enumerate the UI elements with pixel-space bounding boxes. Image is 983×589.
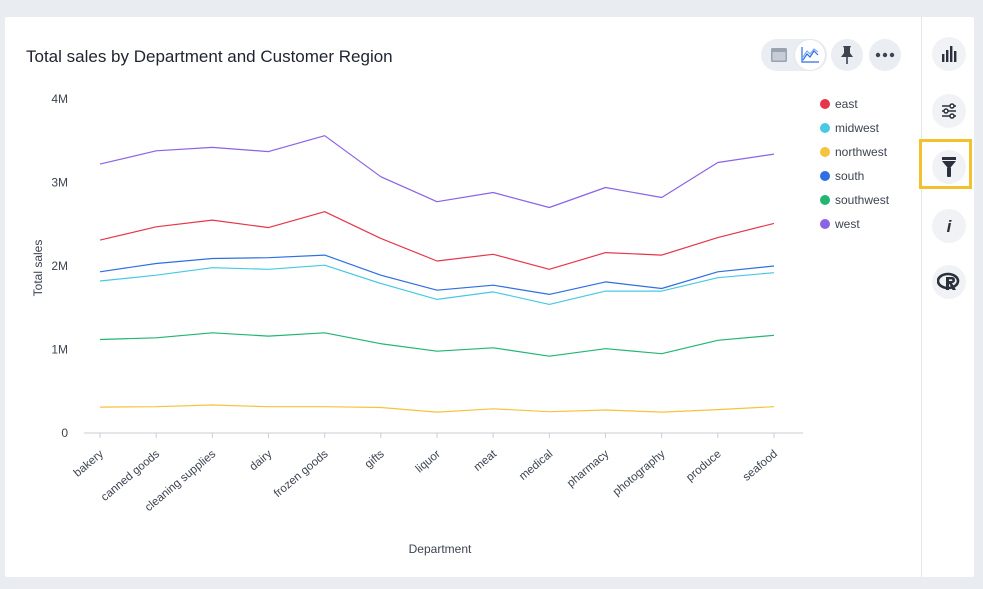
legend-label: west (834, 217, 860, 231)
x-tick-label: frozen goods (272, 448, 331, 500)
legend-item-west[interactable]: west (820, 217, 860, 231)
y-tick-label: 0 (61, 426, 68, 440)
sliders-icon (942, 103, 956, 119)
chart-title: Total sales by Department and Customer R… (26, 47, 393, 66)
legend-swatch (820, 147, 830, 157)
info-button[interactable]: i (932, 209, 966, 243)
series-line-east[interactable] (99, 211, 775, 270)
legend-label: east (835, 97, 858, 111)
spotlight-highlight (919, 139, 972, 189)
legend-item-northwest[interactable]: northwest (820, 145, 888, 159)
view-toggle[interactable] (761, 39, 827, 71)
line-chart: Total sales Department 0 1M 2M 3M 4M bakeryc… (31, 92, 890, 556)
spotlight-icon (942, 157, 956, 177)
x-tick-label: meat (472, 448, 500, 474)
r-analysis-icon (937, 272, 960, 290)
y-tick-label: 4M (51, 92, 68, 106)
legend-item-south[interactable]: south (820, 169, 864, 183)
pin-button[interactable] (831, 39, 863, 71)
legend-swatch (820, 99, 830, 109)
chart-card: Total sales by Department and Customer R… (5, 17, 974, 577)
svg-text:i: i (947, 217, 953, 235)
legend-label: south (835, 169, 864, 183)
legend-swatch (820, 219, 830, 229)
legend-label: southwest (835, 193, 890, 207)
y-tick-label: 1M (51, 343, 68, 357)
series-line-midwest[interactable] (99, 264, 775, 305)
chart-view-button[interactable] (795, 40, 825, 70)
y-tick-label: 3M (51, 176, 68, 190)
legend-swatch (820, 171, 830, 181)
info-icon: i (947, 217, 953, 235)
x-tick-label: pharmacy (565, 448, 612, 490)
legend-swatch (820, 123, 830, 133)
pin-icon (841, 46, 853, 64)
series-line-west[interactable] (99, 135, 775, 209)
x-tick-label: liquor (414, 448, 443, 475)
configure-button[interactable] (932, 94, 966, 128)
side-rail: i (919, 17, 975, 577)
x-tick-label: medical (517, 448, 555, 483)
table-view-button[interactable] (765, 43, 793, 67)
more-options-icon (875, 52, 895, 58)
legend[interactable]: east midwest northwest south southwest west (820, 97, 890, 231)
change-chart-button[interactable] (932, 37, 966, 71)
table-view-icon (771, 48, 787, 62)
more-options-button[interactable] (869, 39, 901, 71)
y-tick-label: 2M (51, 259, 68, 273)
legend-item-southwest[interactable]: southwest (820, 193, 890, 207)
series-line-south[interactable] (99, 254, 775, 295)
legend-item-east[interactable]: east (820, 97, 858, 111)
x-tick-label: photography (611, 448, 668, 498)
x-tick-label: seafood (741, 448, 780, 484)
series-line-northwest[interactable] (99, 404, 775, 413)
chart-area: Total sales by Department and Customer R… (5, 17, 921, 577)
x-tick-label: dairy (248, 448, 275, 473)
legend-label: midwest (835, 121, 880, 135)
r-analysis-button[interactable] (932, 265, 966, 299)
legend-item-midwest[interactable]: midwest (820, 121, 880, 135)
x-tick-label: produce (684, 448, 724, 484)
spotlight-button[interactable] (932, 150, 966, 184)
x-axis-label: Department (409, 542, 472, 556)
legend-swatch (820, 195, 830, 205)
y-ticks: 0 1M 2M 3M 4M (51, 92, 68, 440)
legend-label: northwest (835, 145, 888, 159)
series-lines (99, 135, 775, 413)
bar-chart-icon (942, 46, 957, 62)
series-line-southwest[interactable] (99, 332, 775, 357)
y-axis-label: Total sales (31, 240, 45, 297)
x-tick-label: gifts (363, 448, 387, 471)
x-tick-label: bakery (72, 448, 106, 480)
line-chart-view-icon (801, 47, 819, 63)
